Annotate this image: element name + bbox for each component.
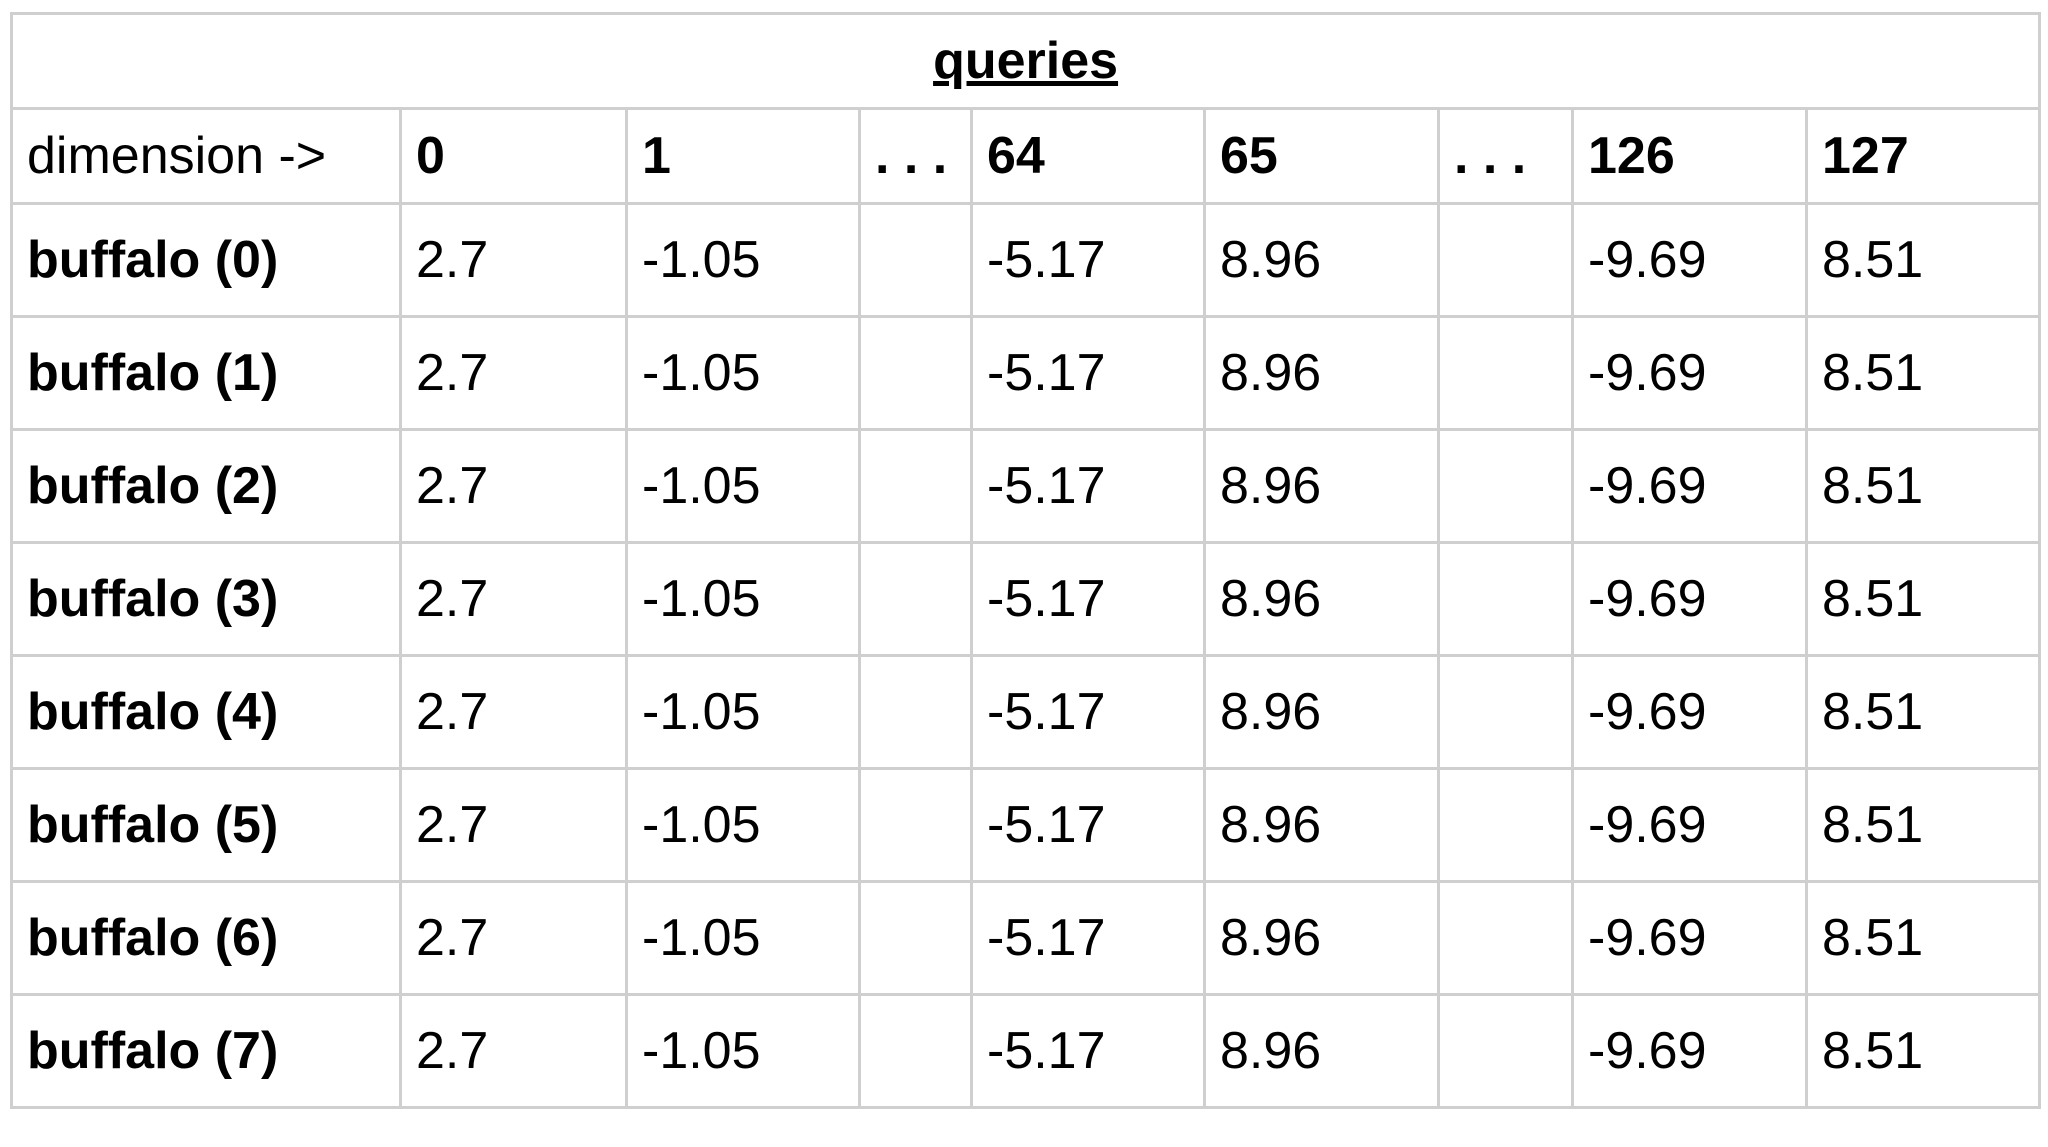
- dimension-header: 0: [399, 107, 628, 205]
- value-cell: -1.05: [625, 202, 861, 318]
- dimension-header: 1: [625, 107, 861, 205]
- value-cell: 8.51: [1804, 993, 2042, 1109]
- value-cell: -9.69: [1571, 202, 1808, 318]
- value-cell: -5.17: [970, 428, 1206, 544]
- empty-cell: [1437, 993, 1574, 1109]
- empty-cell: [858, 880, 973, 996]
- dimension-header: 126: [1571, 107, 1808, 205]
- empty-cell: [1437, 541, 1574, 657]
- value-cell: 2.7: [399, 880, 628, 996]
- value-cell: 8.51: [1804, 315, 2042, 431]
- value-cell: 8.96: [1203, 993, 1440, 1109]
- dimension-header: 64: [970, 107, 1206, 205]
- empty-cell: [858, 428, 973, 544]
- value-cell: -5.17: [970, 993, 1206, 1109]
- empty-cell: [858, 767, 973, 883]
- empty-cell: [858, 654, 973, 770]
- value-cell: 2.7: [399, 767, 628, 883]
- value-cell: -5.17: [970, 315, 1206, 431]
- value-cell: 2.7: [399, 202, 628, 318]
- empty-cell: [858, 315, 973, 431]
- dimension-header: . . .: [858, 107, 973, 205]
- row-label: buffalo (1): [10, 315, 402, 431]
- title-row: queries: [9, 12, 2042, 110]
- value-cell: 8.96: [1203, 428, 1440, 544]
- value-cell: -5.17: [970, 202, 1206, 318]
- value-cell: 8.96: [1203, 315, 1440, 431]
- value-cell: -1.05: [625, 541, 861, 657]
- value-cell: -9.69: [1571, 428, 1808, 544]
- data-row: buffalo (0) 2.7 -1.05 -5.17 8.96 -9.69 8.51: [10, 202, 2042, 318]
- row-label: buffalo (4): [10, 654, 402, 770]
- value-cell: -1.05: [625, 993, 861, 1109]
- value-cell: 2.7: [399, 315, 628, 431]
- empty-cell: [858, 541, 973, 657]
- data-row: buffalo (3) 2.7 -1.05 -5.17 8.96 -9.69 8.51: [10, 541, 2042, 657]
- value-cell: -1.05: [625, 654, 861, 770]
- row-label: buffalo (3): [10, 541, 402, 657]
- value-cell: 2.7: [399, 993, 628, 1109]
- data-row: buffalo (5) 2.7 -1.05 -5.17 8.96 -9.69 8.51: [10, 767, 2042, 883]
- value-cell: -1.05: [625, 767, 861, 883]
- empty-cell: [1437, 315, 1574, 431]
- row-label: buffalo (0): [10, 202, 402, 318]
- value-cell: 8.96: [1203, 767, 1440, 883]
- table-body: queries dimension -> 0 1. . . 64 65. . . 126 1…: [9, 12, 2042, 1109]
- value-cell: 8.96: [1203, 541, 1440, 657]
- row-label: buffalo (5): [10, 767, 402, 883]
- dimension-header: . . .: [1437, 107, 1574, 205]
- value-cell: -1.05: [625, 428, 861, 544]
- value-cell: -5.17: [970, 767, 1206, 883]
- value-cell: 2.7: [399, 541, 628, 657]
- value-cell: 8.96: [1203, 202, 1440, 318]
- data-row: buffalo (4) 2.7 -1.05 -5.17 8.96 -9.69 8.51: [10, 654, 2042, 770]
- value-cell: -5.17: [970, 880, 1206, 996]
- queries-table: queries dimension -> 0 1. . . 64 65. . . 126 1…: [9, 12, 2042, 1109]
- row-label: buffalo (6): [10, 880, 402, 996]
- table-title: queries: [9, 12, 2042, 110]
- empty-cell: [1437, 428, 1574, 544]
- data-row: buffalo (7) 2.7 -1.05 -5.17 8.96 -9.69 8.51: [10, 993, 2042, 1109]
- value-cell: 8.96: [1203, 654, 1440, 770]
- value-cell: -9.69: [1571, 315, 1808, 431]
- row-header-label: dimension ->: [10, 107, 402, 205]
- value-cell: 8.51: [1804, 654, 2042, 770]
- value-cell: 2.7: [399, 654, 628, 770]
- empty-cell: [858, 202, 973, 318]
- empty-cell: [1437, 767, 1574, 883]
- row-label: buffalo (7): [10, 993, 402, 1109]
- dimension-header: 65: [1203, 107, 1440, 205]
- value-cell: -9.69: [1571, 767, 1808, 883]
- value-cell: -5.17: [970, 654, 1206, 770]
- empty-cell: [1437, 202, 1574, 318]
- empty-cell: [858, 993, 973, 1109]
- value-cell: -1.05: [625, 880, 861, 996]
- dimension-header: 127: [1804, 107, 2042, 205]
- data-row: buffalo (2) 2.7 -1.05 -5.17 8.96 -9.69 8.51: [10, 428, 2042, 544]
- value-cell: -9.69: [1571, 993, 1808, 1109]
- value-cell: 8.51: [1804, 880, 2042, 996]
- value-cell: -9.69: [1571, 654, 1808, 770]
- empty-cell: [1437, 880, 1574, 996]
- row-label: buffalo (2): [10, 428, 402, 544]
- value-cell: -1.05: [625, 315, 861, 431]
- data-row: buffalo (1) 2.7 -1.05 -5.17 8.96 -9.69 8.51: [10, 315, 2042, 431]
- value-cell: 8.51: [1804, 767, 2042, 883]
- value-cell: 8.51: [1804, 428, 2042, 544]
- value-cell: 8.96: [1203, 880, 1440, 996]
- value-cell: 8.51: [1804, 202, 2042, 318]
- data-row: buffalo (6) 2.7 -1.05 -5.17 8.96 -9.69 8.51: [10, 880, 2042, 996]
- empty-cell: [1437, 654, 1574, 770]
- value-cell: -9.69: [1571, 880, 1808, 996]
- value-cell: -5.17: [970, 541, 1206, 657]
- header-row: dimension -> 0 1. . . 64 65. . . 126 127: [10, 107, 2042, 205]
- value-cell: 8.51: [1804, 541, 2042, 657]
- value-cell: -9.69: [1571, 541, 1808, 657]
- value-cell: 2.7: [399, 428, 628, 544]
